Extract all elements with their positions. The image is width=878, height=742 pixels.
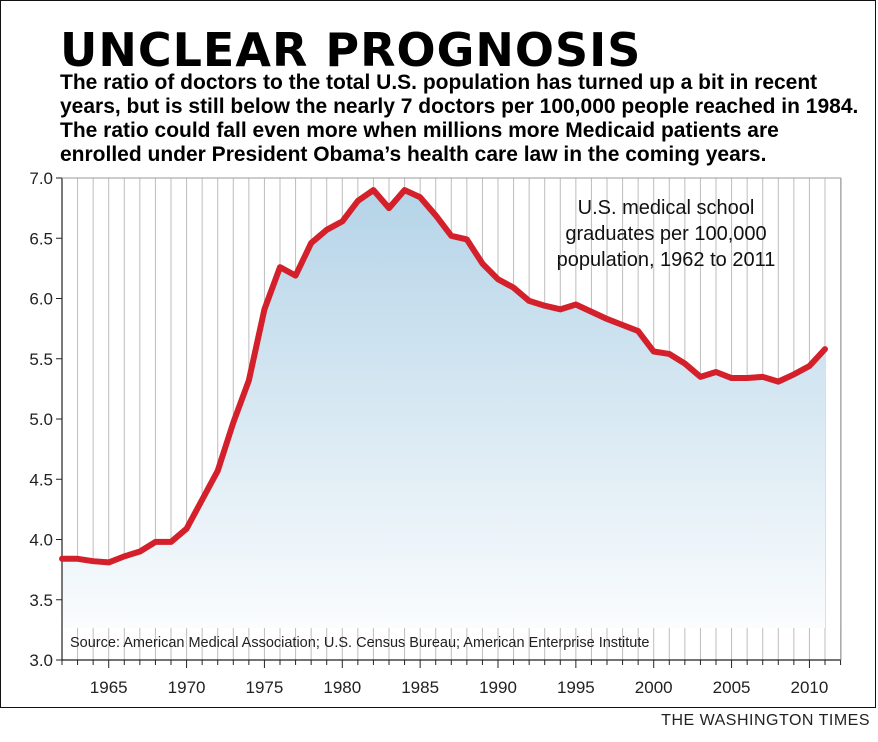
data-point — [356, 199, 360, 203]
data-point — [590, 310, 593, 313]
y-tick-label: 5.0 — [29, 410, 53, 429]
y-tick-label: 4.0 — [29, 531, 53, 550]
data-point — [792, 373, 796, 376]
series-line — [59, 187, 828, 566]
y-tick-label: 5.5 — [29, 350, 53, 369]
y-tick-label: 3.0 — [29, 651, 53, 670]
data-point — [559, 308, 562, 311]
data-point — [605, 317, 609, 321]
annotation-line: population, 1962 to 2011 — [557, 249, 776, 271]
x-tick-label: 2000 — [635, 678, 673, 697]
y-tick-label: 6.0 — [29, 290, 53, 309]
data-point — [341, 220, 344, 223]
data-point — [543, 304, 546, 307]
annotation-line: U.S. medical school — [578, 197, 755, 219]
x-tick-label: 1965 — [90, 678, 128, 697]
x-tick-label: 1970 — [168, 678, 206, 697]
data-point — [263, 308, 266, 311]
x-tick-label: 2005 — [713, 678, 751, 697]
data-point — [60, 557, 64, 560]
data-point — [761, 375, 764, 379]
x-tick-label: 1975 — [246, 678, 284, 697]
data-point — [309, 241, 313, 245]
data-point — [232, 421, 235, 424]
data-point — [418, 196, 422, 199]
data-point — [574, 303, 578, 306]
data-point — [699, 375, 702, 379]
data-point — [138, 550, 142, 553]
data-point — [403, 188, 406, 192]
data-point — [465, 238, 469, 241]
chart-subtitle: The ratio of doctors to the total U.S. p… — [60, 71, 859, 166]
x-tick-label: 1995 — [557, 678, 595, 697]
data-point — [777, 380, 780, 383]
data-point — [730, 376, 733, 380]
data-point — [200, 498, 204, 501]
y-tick-label: 4.5 — [29, 470, 53, 489]
data-point — [123, 555, 126, 558]
data-point — [714, 370, 718, 374]
x-tick-label: 1980 — [323, 678, 361, 697]
x-tick-label: 1985 — [401, 678, 439, 697]
data-point — [512, 286, 515, 289]
data-point — [450, 234, 453, 238]
data-point — [808, 364, 811, 368]
data-point — [823, 347, 827, 351]
data-point — [294, 274, 297, 277]
data-point — [527, 299, 531, 303]
data-point — [107, 561, 110, 564]
data-point — [185, 527, 188, 530]
area-fill — [62, 190, 825, 661]
data-point — [683, 362, 687, 365]
y-tick-label: 7.0 — [29, 169, 53, 188]
x-tick-label: 1990 — [479, 678, 517, 697]
y-tick-label: 3.5 — [29, 591, 53, 610]
data-point — [496, 278, 500, 281]
data-point — [278, 265, 282, 269]
data-point — [434, 214, 437, 217]
data-point — [216, 469, 219, 473]
data-point — [481, 262, 484, 265]
data-point — [652, 350, 655, 353]
data-point — [154, 540, 157, 544]
data-point — [76, 557, 79, 560]
data-point — [372, 188, 375, 192]
annotation-line: graduates per 100,000 — [565, 223, 766, 245]
x-tick-label: 2010 — [791, 678, 829, 697]
data-point — [636, 329, 640, 333]
chart-frame — [0, 0, 876, 708]
publisher-credit: THE WASHINGTON TIMES — [661, 712, 870, 729]
source-note: Source: American Medical Association; U.… — [70, 635, 649, 651]
data-point — [745, 376, 749, 380]
y-tick-label: 6.5 — [29, 229, 53, 248]
data-point — [91, 559, 95, 563]
data-point — [621, 323, 624, 327]
data-point — [387, 206, 391, 210]
data-point — [169, 540, 173, 544]
data-point — [325, 228, 328, 232]
data-point — [668, 352, 671, 356]
data-point — [247, 379, 251, 382]
chart-title: UNCLEAR PROGNOSIS — [60, 23, 642, 77]
